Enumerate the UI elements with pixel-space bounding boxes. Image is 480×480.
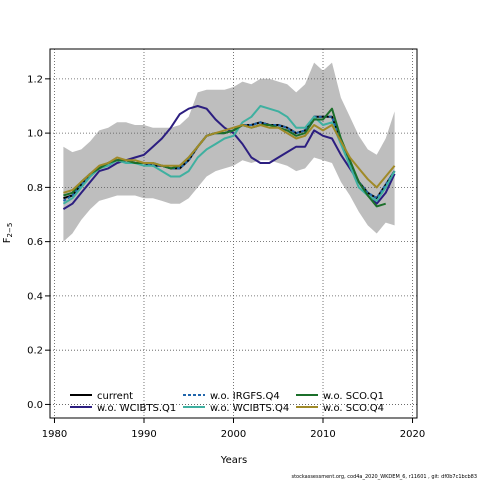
- x-tick-label: 2010: [310, 429, 335, 440]
- y-axis: 0.0 0.2 0.4 0.6 0.8 1.0 1.2: [27, 74, 50, 411]
- series-line-4: [63, 107, 386, 208]
- y-tick-label: 0.8: [27, 183, 43, 194]
- y-tick-label: 0.6: [27, 237, 43, 248]
- x-tick-label: 2020: [400, 429, 425, 440]
- y-tick-label: 0.0: [27, 400, 43, 411]
- y-axis-title: F2−5: [2, 223, 14, 244]
- y-axis-title-subscript: 2−5: [6, 223, 14, 238]
- legend-label-2: w.o. IRGFS.Q4: [210, 391, 280, 402]
- x-axis: 1980 1990 2000 2010 2020: [42, 418, 425, 440]
- x-tick-label: 1980: [42, 429, 67, 440]
- confidence-band-layer: [63, 62, 395, 242]
- confidence-band: [63, 62, 395, 242]
- y-tick-label: 0.2: [27, 346, 43, 357]
- y-tick-label: 1.2: [27, 74, 43, 85]
- series-line-5: [63, 124, 396, 194]
- y-tick-label: 0.4: [27, 291, 43, 302]
- legend-label-0: current: [97, 391, 133, 402]
- legend-label-5: w.o. SCO.Q4: [323, 403, 384, 414]
- legend-label-4: w.o. SCO.Q1: [323, 391, 384, 402]
- x-tick-label: 2000: [221, 429, 246, 440]
- x-axis-title: Years: [220, 455, 247, 466]
- series-layer: [62, 105, 396, 210]
- y-tick-label: 1.0: [27, 129, 43, 140]
- footer-text: stockassessment.org, cod4a_2020_WKDEM_6,…: [291, 474, 477, 480]
- legend-label-3: w.o. WCIBTS.Q4: [210, 403, 289, 414]
- x-tick-label: 1990: [131, 429, 156, 440]
- series-line-1: [62, 105, 396, 210]
- legend-label-1: w.o. WCIBTS.Q1: [97, 403, 176, 414]
- y-axis-title-main: F: [2, 237, 13, 243]
